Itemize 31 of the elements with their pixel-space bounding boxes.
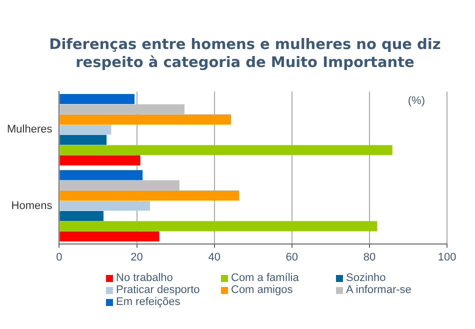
legend-label: No trabalho — [116, 272, 173, 284]
x-tick-label: 60 — [286, 251, 298, 264]
legend-label: Sozinho — [346, 272, 386, 284]
bar — [60, 104, 184, 114]
legend-label: Com a família — [231, 272, 299, 284]
legend-label: Em refeições — [116, 296, 180, 308]
annotation: (%) — [408, 95, 425, 108]
bar — [60, 190, 240, 201]
bar — [60, 231, 160, 242]
legend-label: Praticar desporto — [116, 284, 200, 296]
bar — [60, 94, 134, 104]
legend-label: Com amigos — [231, 284, 293, 296]
bar — [60, 124, 112, 135]
x-tick-label: 40 — [208, 251, 220, 264]
bar — [60, 210, 104, 221]
bar — [60, 170, 143, 180]
y-tick-label: Mulheres — [6, 124, 53, 136]
bar — [60, 180, 180, 190]
x-tick-label: 0 — [56, 251, 62, 264]
bar — [60, 145, 392, 156]
bar — [60, 114, 232, 124]
y-tick-label: Homens — [11, 200, 53, 212]
bar — [60, 221, 378, 232]
bar — [60, 134, 107, 145]
bar — [60, 200, 150, 211]
x-tick-label: 80 — [363, 251, 376, 264]
chart-title: Diferenças entre homens e mulheres no que diz respeito à categoria de Muito Importante — [48, 36, 442, 72]
x-tick-label: 100 — [438, 251, 456, 264]
x-tick-label: 20 — [130, 251, 143, 264]
bar — [60, 155, 140, 166]
legend-label: A informar-se — [346, 284, 412, 296]
